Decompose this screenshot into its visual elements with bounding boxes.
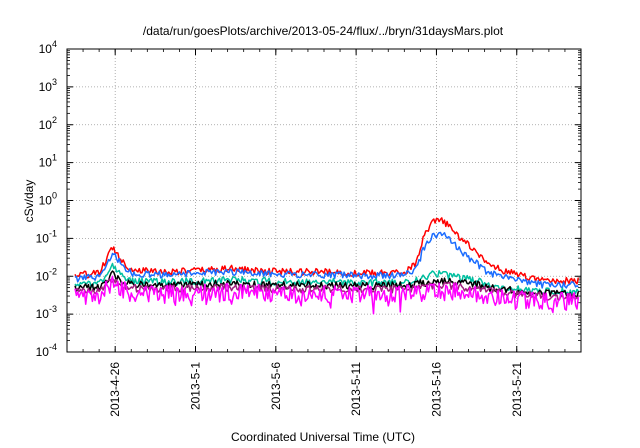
y-tick-exponent: -1 xyxy=(49,228,57,238)
y-tick-label: 101 xyxy=(39,153,57,170)
y-tick-label: 103 xyxy=(39,77,57,94)
y-tick-exponent: -2 xyxy=(49,266,57,276)
grid xyxy=(67,49,581,352)
y-tick-label: 10-1 xyxy=(36,228,57,245)
y-tick-label: 10-4 xyxy=(36,342,57,359)
y-tick-exponent: -4 xyxy=(49,342,57,352)
x-tick-label: 2013-5-6 xyxy=(269,362,283,410)
y-tick-exponent: 3 xyxy=(52,77,57,87)
y-axis-label: cSv/day xyxy=(22,180,36,223)
x-tick-label: 2013-4-26 xyxy=(108,362,122,417)
y-tick-label: 10-2 xyxy=(36,266,57,283)
plot-area-border xyxy=(66,48,582,353)
y-tick-label: 104 xyxy=(39,39,57,56)
x-tick-label: 2013-5-16 xyxy=(429,362,443,417)
x-tick-label: 2013-5-1 xyxy=(189,362,203,410)
y-tick-exponent: 4 xyxy=(52,39,57,49)
x-tick-label: 2013-5-11 xyxy=(349,362,363,416)
y-tick-label: 10-3 xyxy=(36,304,57,321)
y-tick-exponent: 0 xyxy=(52,191,57,201)
series-line xyxy=(74,275,580,315)
y-tick-label: 102 xyxy=(39,115,57,132)
series-line xyxy=(74,278,579,301)
series-group xyxy=(74,217,580,315)
y-tick-label: 100 xyxy=(39,191,57,208)
chart-title: /data/run/goesPlots/archive/2013-05-24/f… xyxy=(143,24,504,38)
x-axis: 2013-4-26 2013-5-1 2013-5-6 2013-5-11 2013-5… xyxy=(82,49,566,417)
x-axis-label: Coordinated Universal Time (UTC) xyxy=(231,430,415,444)
x-tick-label: 2013-5-21 xyxy=(510,362,524,417)
y-tick-exponent: -3 xyxy=(49,304,57,314)
y-tick-exponent: 1 xyxy=(52,153,57,163)
series-line xyxy=(74,231,579,289)
y-tick-exponent: 2 xyxy=(52,115,57,125)
